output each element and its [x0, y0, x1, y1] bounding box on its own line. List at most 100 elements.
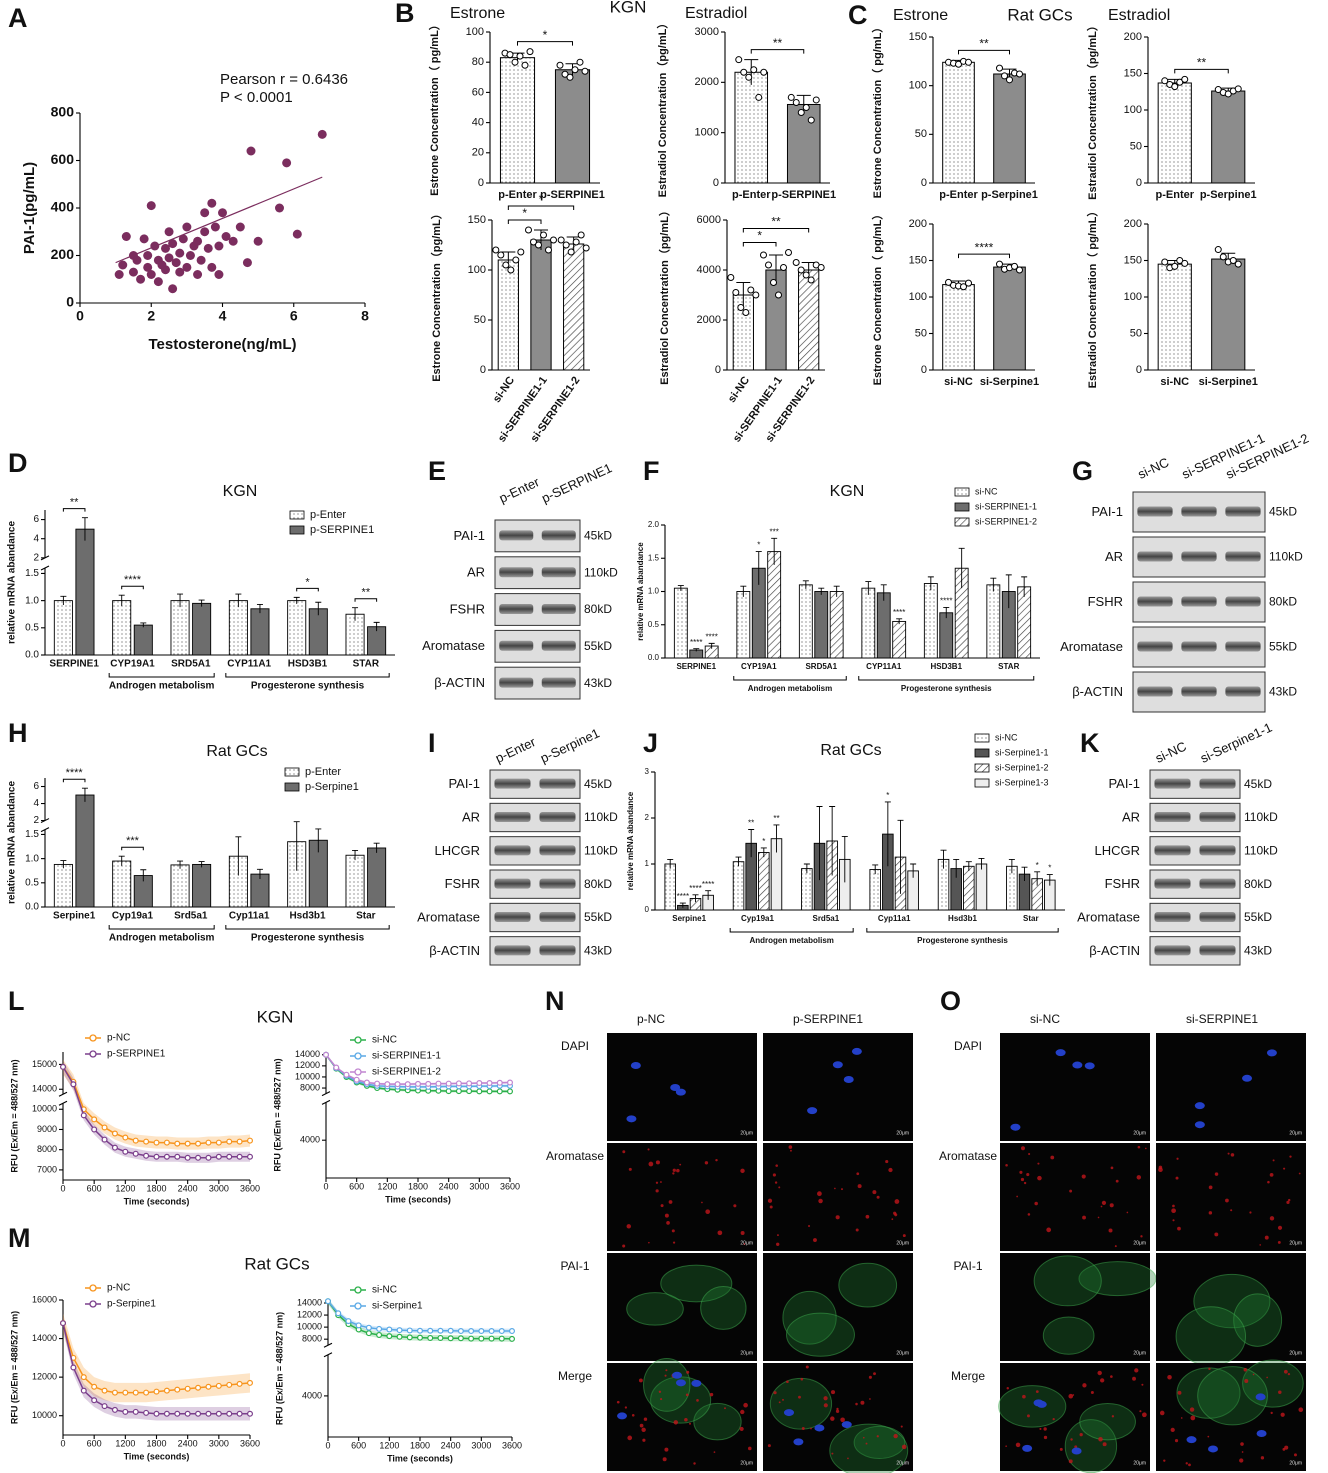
blot-row-label: PAI-1	[1091, 504, 1123, 519]
point	[193, 236, 203, 246]
significance-label: ****	[702, 880, 714, 889]
red-signal	[1101, 1200, 1107, 1205]
red-signal	[835, 1409, 840, 1413]
y-tick-label: 8000	[302, 1334, 322, 1344]
y-tick-label: 150	[1124, 67, 1142, 79]
significance-bracket	[958, 49, 1010, 55]
data-point	[571, 66, 579, 74]
red-signal	[655, 1181, 659, 1184]
blot-size-label: 55kD	[584, 910, 612, 924]
bar	[892, 620, 907, 659]
significance-label: ****	[893, 608, 905, 617]
red-signal	[1207, 1435, 1210, 1438]
significance-label: *	[543, 28, 548, 42]
axis-break	[323, 1352, 333, 1358]
red-signal	[1114, 1245, 1117, 1248]
nucleus	[1022, 1444, 1033, 1452]
bar	[192, 602, 212, 656]
data-point	[996, 64, 1003, 72]
error-bar	[373, 621, 380, 632]
data-point	[965, 58, 972, 66]
red-signal	[772, 1173, 776, 1177]
nucleus	[1033, 1399, 1044, 1407]
legend-label: p-Serpine1	[305, 781, 359, 793]
red-signal	[1260, 1456, 1265, 1460]
red-signal	[1100, 1205, 1103, 1208]
blot-band	[1154, 845, 1191, 856]
red-signal	[1027, 1213, 1031, 1216]
bar	[673, 587, 688, 659]
blot-size-label: 110kD	[584, 810, 618, 824]
bar	[732, 861, 745, 911]
point	[184, 1154, 191, 1161]
point	[406, 1334, 413, 1341]
error-bar	[953, 858, 960, 878]
y-tick-label: 50	[1130, 327, 1142, 339]
bar	[75, 528, 95, 656]
y-tick-label: 10000	[32, 1410, 57, 1420]
red-signal	[1208, 1185, 1213, 1190]
point	[182, 222, 192, 232]
point	[153, 1139, 160, 1146]
nucleus	[793, 1438, 804, 1446]
data-point	[511, 58, 519, 66]
red-signal	[740, 1231, 745, 1236]
legend-marker	[89, 1300, 97, 1308]
error-bar	[802, 580, 809, 589]
red-signal	[1082, 1215, 1086, 1220]
red-signal	[1171, 1208, 1176, 1214]
micrograph	[763, 1253, 913, 1361]
point	[363, 1079, 370, 1086]
point	[122, 1134, 129, 1141]
nucleus	[1242, 1074, 1253, 1082]
y-tick-label: 4000	[300, 1135, 320, 1145]
panel-letter: F	[643, 456, 660, 486]
green-signal	[829, 1423, 909, 1473]
chart-title: Estradiol	[1108, 7, 1170, 24]
y-tick-label: 12000	[295, 1060, 320, 1070]
red-signal	[616, 1400, 620, 1404]
red-signal	[872, 1190, 877, 1195]
significance-label: **	[771, 215, 781, 229]
red-signal	[1264, 1235, 1269, 1240]
axis-break	[40, 827, 50, 833]
x-tick-label: 600	[349, 1181, 364, 1191]
blot-band	[539, 812, 576, 822]
bar	[112, 860, 132, 908]
point	[374, 1080, 381, 1087]
error-bar	[1034, 871, 1041, 886]
point	[247, 1137, 254, 1144]
y-tick-label: 4	[33, 533, 39, 544]
data-point	[960, 283, 967, 291]
blot-band	[1225, 551, 1261, 562]
red-signal	[1214, 1232, 1219, 1237]
scale-bar-label: 20μm	[740, 1460, 753, 1466]
point	[226, 1410, 233, 1417]
point	[128, 267, 138, 277]
red-signal	[684, 1417, 688, 1422]
red-signal	[1239, 1458, 1244, 1463]
data-point	[506, 51, 514, 59]
bar	[664, 863, 676, 911]
bar	[993, 73, 1026, 184]
blot-row-label: Aromatase	[417, 909, 480, 924]
x-tick-label: CYP11A1	[227, 659, 271, 670]
red-signal	[1177, 1390, 1182, 1395]
column-label: si-NC	[1030, 1012, 1060, 1026]
significance-bracket	[507, 219, 542, 224]
nucleus	[807, 1107, 818, 1115]
red-signal	[622, 1244, 626, 1248]
green-signal	[1197, 1366, 1268, 1426]
chart-title: Estrone	[450, 5, 505, 22]
error-bar	[884, 801, 891, 867]
red-signal	[655, 1189, 659, 1193]
blot-band	[1225, 686, 1261, 697]
red-signal	[701, 1201, 703, 1204]
red-signal	[900, 1425, 903, 1428]
red-signal	[1163, 1459, 1166, 1462]
blot-band	[499, 640, 534, 651]
x-tick-label: 0	[60, 1438, 65, 1448]
red-signal	[1110, 1375, 1113, 1378]
point	[427, 1334, 434, 1341]
y-tick-label: 3000	[695, 26, 719, 38]
